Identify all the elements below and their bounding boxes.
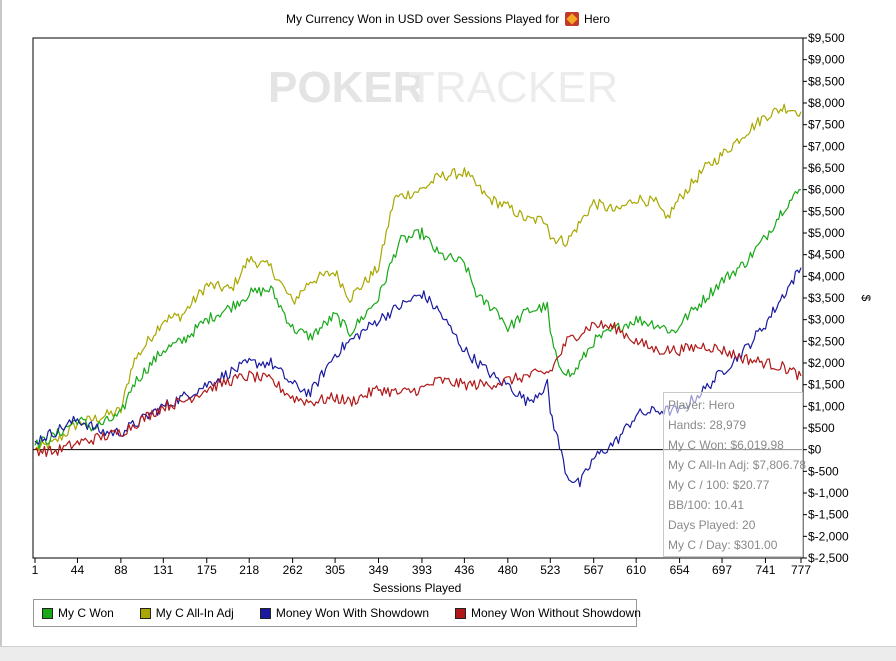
watermark-tracker: TRACKER <box>408 63 618 112</box>
x-tick-label: 523 <box>540 563 560 577</box>
y-tick-label: $3,000 <box>808 313 845 327</box>
chart-title-player: Hero <box>583 12 610 26</box>
y-tick-label: $5,000 <box>808 226 845 240</box>
x-tick-label: 349 <box>368 563 388 577</box>
y-tick-label: $-1,500 <box>808 508 849 522</box>
x-tick-label: 1 <box>32 563 39 577</box>
tooltip-c-per-100: My C / 100: $20.77 <box>668 478 770 492</box>
y-tick-label: $-500 <box>808 464 839 478</box>
x-tick-label: 480 <box>498 563 518 577</box>
x-tick-label: 393 <box>412 563 432 577</box>
y-tick-label: $0 <box>808 443 822 457</box>
legend-swatch <box>455 607 467 619</box>
y-tick-label: $-1,000 <box>808 486 849 500</box>
y-tick-label: $8,500 <box>808 74 845 88</box>
x-tick-label: 175 <box>197 563 217 577</box>
x-tick-label: 777 <box>791 563 811 577</box>
x-tick-label: 305 <box>325 563 345 577</box>
y-tick-label: $-2,500 <box>808 551 849 565</box>
tooltip-hands: Hands: 28,979 <box>668 418 747 432</box>
y-tick-label: $-2,000 <box>808 529 849 543</box>
tooltip-all-in-adj: My C All-In Adj: $7,806.78 <box>668 458 807 472</box>
x-tick-label: 44 <box>71 563 85 577</box>
stats-tooltip: Player: Hero Hands: 28,979 My C Won: $6,… <box>663 392 807 557</box>
watermark-logo: POKER TRACKER <box>268 63 618 112</box>
y-axis: $9,500 $9,000 $8,500 $8,000 $7,500 $7,000 $6,5… <box>803 31 849 565</box>
tooltip-c-per-day: My C / Day: $301.00 <box>668 538 778 552</box>
x-tick-label: 697 <box>712 563 732 577</box>
tooltip-player: Player: Hero <box>668 398 735 412</box>
tooltip-bb-per-100: BB/100: 10.41 <box>668 498 745 512</box>
y-tick-label: $3,500 <box>808 291 845 305</box>
series-line-0 <box>34 103 802 452</box>
legend: My C Won My C All-In Adj Money Won With … <box>33 599 641 627</box>
x-tick-label: 741 <box>755 563 775 577</box>
watermark-poker: POKER <box>268 63 424 112</box>
y-tick-label: $4,000 <box>808 269 845 283</box>
x-axis: 1 44 88 131 175 218 262 305 349 393 436 480 523 567 61… <box>32 558 811 577</box>
legend-label: My C All-In Adj <box>155 606 234 620</box>
tooltip-days-played: Days Played: 20 <box>668 518 756 532</box>
x-tick-label: 610 <box>626 563 646 577</box>
legend-item-all-in-adj[interactable]: My C All-In Adj <box>139 606 234 620</box>
series-line-3 <box>34 320 802 458</box>
window-bottom-bar <box>0 646 896 661</box>
x-tick-label: 654 <box>670 563 690 577</box>
legend-swatch <box>259 607 271 619</box>
y-tick-label: $5,500 <box>808 204 845 218</box>
legend-label: My C Won <box>58 606 114 620</box>
x-tick-label: 218 <box>239 563 259 577</box>
x-tick-label: 88 <box>114 563 128 577</box>
legend-item-with-showdown[interactable]: Money Won With Showdown <box>259 606 430 620</box>
y-tick-label: $1,000 <box>808 399 845 413</box>
y-tick-label: $2,500 <box>808 334 845 348</box>
y-tick-label: $9,500 <box>808 31 845 45</box>
y-tick-label: $4,500 <box>808 248 845 262</box>
x-tick-label: 436 <box>454 563 474 577</box>
y-tick-label: $6,000 <box>808 183 845 197</box>
chart-title-text: My Currency Won in USD over Sessions Pla… <box>286 12 560 26</box>
x-tick-label: 131 <box>153 563 173 577</box>
y-tick-label: $7,500 <box>808 118 845 132</box>
y-tick-label: $6,500 <box>808 161 845 175</box>
y-tick-label: $9,000 <box>808 53 845 67</box>
legend-swatch <box>139 607 151 619</box>
legend-item-my-c-won[interactable]: My C Won <box>42 606 114 620</box>
y-axis-label: $ <box>859 295 873 302</box>
window-left-border <box>0 0 2 660</box>
y-tick-label: $7,000 <box>808 139 845 153</box>
legend-item-without-showdown[interactable]: Money Won Without Showdown <box>455 606 641 620</box>
y-tick-label: $500 <box>808 421 835 435</box>
y-tick-label: $1,500 <box>808 378 845 392</box>
legend-label: Money Won Without Showdown <box>471 606 641 620</box>
x-axis-label: Sessions Played <box>373 581 462 595</box>
player-icon <box>564 12 579 26</box>
x-tick-label: 262 <box>283 563 303 577</box>
tooltip-my-c-won: My C Won: $6,019.98 <box>668 438 784 452</box>
x-tick-label: 567 <box>584 563 604 577</box>
y-tick-label: $2,000 <box>808 356 845 370</box>
y-tick-label: $8,000 <box>808 96 845 110</box>
legend-label: Money Won With Showdown <box>275 606 430 620</box>
chart-title: My Currency Won in USD over Sessions Pla… <box>0 12 896 26</box>
legend-swatch <box>42 607 53 619</box>
series-line-1 <box>34 189 802 449</box>
